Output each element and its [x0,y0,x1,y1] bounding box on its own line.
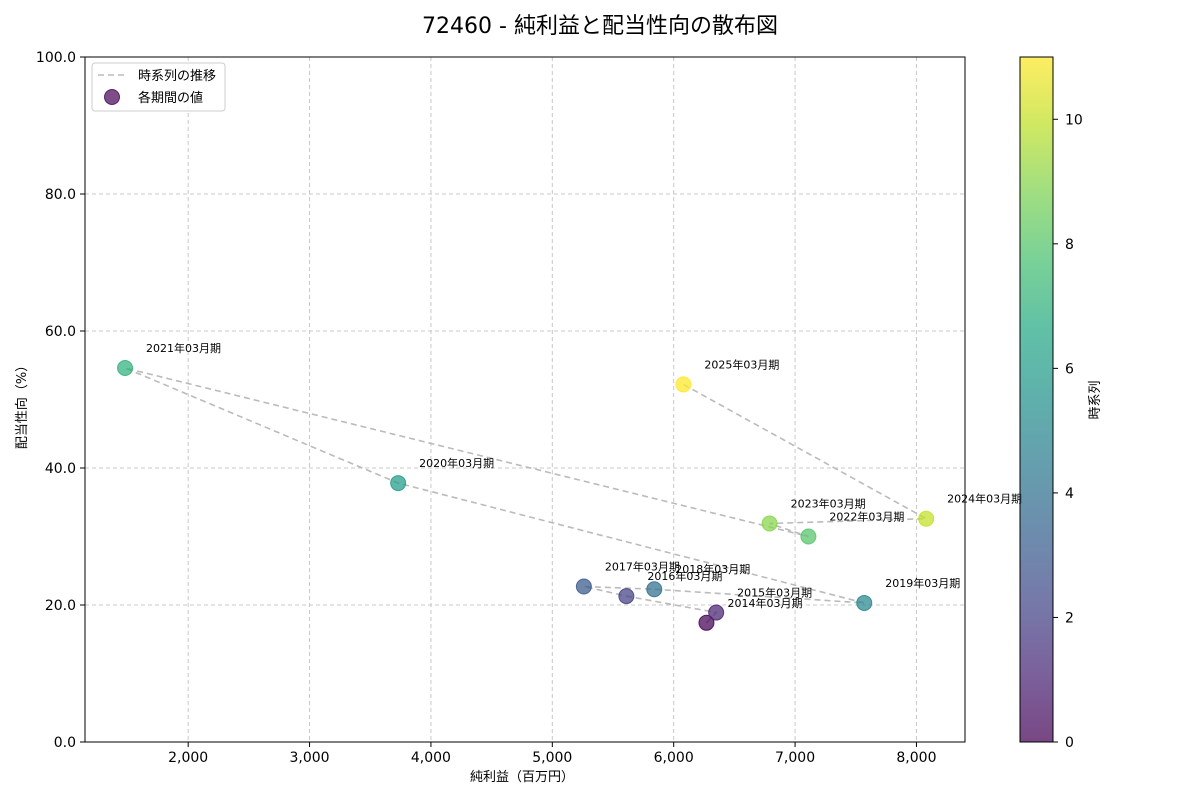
point-label: 2022年03月期 [829,510,904,524]
point-label: 2024年03月期 [947,492,1022,506]
legend-box [91,62,226,112]
point-label: 2017年03月期 [605,560,680,574]
y-tick-label: 0.0 [54,735,76,751]
x-tick-label: 4,000 [411,750,451,766]
y-tick-label: 80.0 [45,187,76,203]
data-point [390,475,407,492]
colorbar-tick-label: 10 [1065,112,1083,128]
data-point [708,604,725,621]
colorbar-tick-label: 0 [1065,735,1074,751]
x-axis-label: 純利益（百万円） [470,770,574,785]
colorbar-tick-label: 6 [1065,361,1074,377]
y-axis-ticks: 0.0 20.0 40.0 60.0 80.0 100.0 [36,50,85,751]
x-tick-label: 8,000 [896,750,936,766]
point-label: 2014年03月期 [727,596,802,610]
legend-marker-label: 各期間の値 [138,90,203,106]
data-point [918,510,935,527]
x-tick-label: 5,000 [532,750,572,766]
point-label: 2023年03月期 [791,496,866,510]
x-axis-ticks: 2,000 3,000 4,000 5,000 6,000 7,000 8,000 [168,742,936,766]
x-tick-label: 7,000 [775,750,815,766]
data-point [761,515,778,532]
y-tick-label: 60.0 [45,324,76,340]
colorbar: 0 2 4 6 8 10 時系列 [1019,56,1103,751]
colorbar-tick-label: 2 [1065,610,1074,626]
chart-title: 72460 - 純利益と配当性向の散布図 [422,14,778,39]
y-tick-label: 20.0 [45,598,76,614]
y-axis-label: 配当性向（%） [14,359,30,449]
colorbar-label: 時系列 [1088,380,1103,419]
x-tick-label: 3,000 [290,750,330,766]
data-point [675,376,692,393]
point-label: 2018年03月期 [675,562,750,576]
x-tick-label: 6,000 [654,750,694,766]
grid [85,57,965,742]
data-point [575,578,592,595]
data-point [117,359,134,376]
point-label: 2015年03月期 [737,586,812,600]
point-label: 2016年03月期 [647,569,722,583]
colorbar-ticks: 0 2 4 6 8 10 [1053,112,1083,751]
plot-frame [84,56,966,743]
y-tick-label: 40.0 [45,461,76,477]
data-point [800,528,817,545]
trend-line-layer [124,367,930,624]
legend-marker-swatch [104,89,120,105]
point-label: 2020年03月期 [419,456,494,470]
data-point [698,614,715,631]
point-label: 2019年03月期 [885,576,960,590]
data-point [646,581,663,598]
colorbar-tick-label: 8 [1065,237,1074,253]
data-point [618,588,635,605]
y-tick-label: 100.0 [36,50,76,66]
colorbar-tick-label: 4 [1065,486,1074,502]
colorbar-gradient [1019,56,1054,743]
data-points [117,359,935,631]
point-label: 2025年03月期 [704,357,779,371]
trend-line [124,367,930,624]
point-label: 2021年03月期 [146,341,221,355]
legend-line-label: 時系列の推移 [138,69,216,84]
data-point [856,594,873,611]
legend: 時系列の推移 各期間の値 [91,62,226,112]
x-tick-label: 2,000 [168,750,208,766]
